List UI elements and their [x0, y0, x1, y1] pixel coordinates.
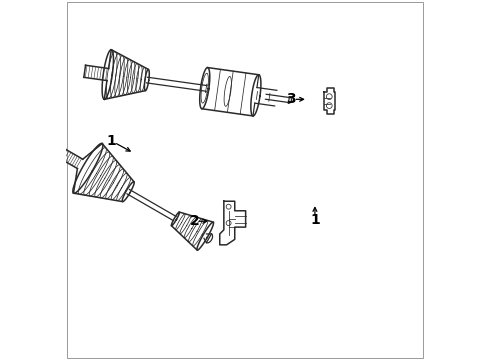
Text: 1: 1 [106, 134, 116, 148]
Text: 1: 1 [310, 213, 320, 227]
Text: 2: 2 [190, 214, 199, 228]
Text: 3: 3 [287, 92, 296, 106]
